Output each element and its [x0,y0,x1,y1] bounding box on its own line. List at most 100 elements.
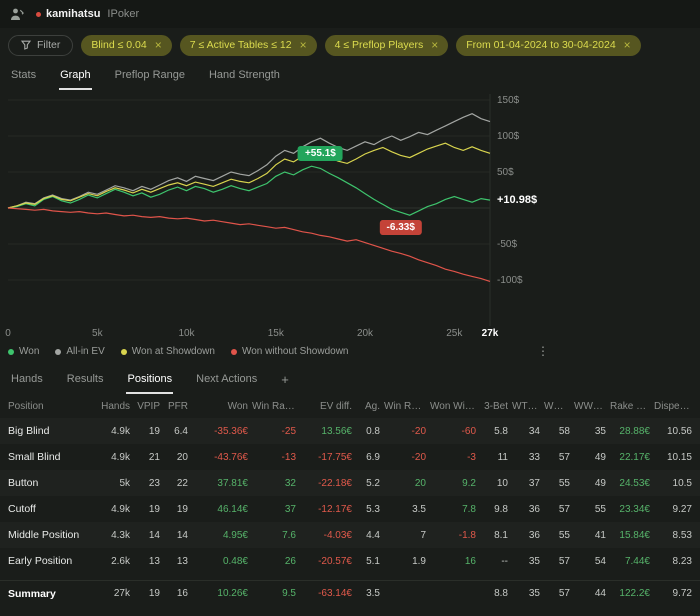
filter-button-label: Filter [37,39,61,51]
position-name: Small Blind [8,451,61,463]
cell: 49 [594,451,606,463]
cell: 122.2€ [619,588,650,599]
column-header-position[interactable]: Position [8,400,44,412]
legend-item-all-in-ev[interactable]: All-in EV [55,346,105,357]
position-name: Cutoff [8,503,36,515]
cell: 6.4 [174,425,188,437]
table-row[interactable]: Cutoff 4.9k 19 19 46.14€ 37 -12.17€ 5.3 3.5 7.8 9.… [0,496,700,522]
tab-hand-strength[interactable]: Hand Strength [208,69,281,90]
column-header-won[interactable]: Won [227,400,248,412]
legend-label: Won without Showdown [241,346,349,357]
remove-filter-icon[interactable]: × [154,38,162,52]
position-name: Summary [8,587,56,600]
legend-label: All-in EV [66,346,105,357]
column-header-ag[interactable]: Ag. [364,400,380,412]
cell: 20 [414,477,426,489]
svg-text:20k: 20k [357,328,374,339]
cell: 13 [148,555,160,567]
cell: 4.9k [111,425,130,437]
cell: 16 [464,555,476,567]
legend-item-won-at-showdown[interactable]: Won at Showdown [120,346,215,357]
column-header-hands[interactable]: Hands [101,400,130,412]
cell: 55 [594,503,606,515]
column-header-wtsd[interactable]: WTSD [512,400,540,412]
cell: 36 [528,503,540,515]
tab-next-actions[interactable]: Next Actions [195,373,258,394]
cell: 16 [176,588,188,599]
table-row[interactable]: Early Position 2.6k 13 13 0.48€ 26 -20.57€ 5.1 1… [0,548,700,574]
tab-stats[interactable]: Stats [10,69,37,90]
cell: 44 [594,588,606,599]
svg-text:25k: 25k [446,328,463,339]
legend-item-won-without-showdown[interactable]: Won without Showdown [230,346,349,357]
remove-filter-icon[interactable]: × [431,38,439,52]
cell: 1.9 [412,555,426,567]
summary-row[interactable]: Summary 27k 19 16 10.26€ 9.5 -63.14€ 3.5 8.8 35 57… [0,580,700,606]
table-row[interactable]: Middle Position 4.3k 14 14 4.95€ 7.6 -4.03€ 4.4… [0,522,700,548]
cell: 13 [176,555,188,567]
chart-menu-icon[interactable]: ⋮ [537,344,549,358]
cell: 23.34€ [619,503,650,515]
chart-legend: Won All-in EV Won at Showdown Won without S… [0,342,700,357]
column-header-won-with[interactable]: Won With... [430,400,476,412]
column-header-win-rate[interactable]: Win Rate, ... [384,400,426,412]
remove-filter-icon[interactable]: × [623,38,631,52]
tab-add[interactable]: + [280,372,290,394]
cell: -13 [281,451,296,463]
column-header-wwsf[interactable]: WWSF% [574,400,606,412]
cell: 36 [528,529,540,541]
results-graph[interactable]: 150$ 100$ 50$ -50$ -100$ 0 5k 10k 15k 20k 25k 27k [0,90,700,342]
cell: -43.76€ [214,451,248,463]
column-header-win-rate[interactable]: Win Rate ... [252,400,296,412]
status-dot [36,11,41,17]
tab-positions[interactable]: Positions [126,373,174,394]
cell: 46.14€ [217,503,248,515]
position-name: Button [8,477,39,489]
filter-chip-label: 4 ≤ Preflop Players [334,39,424,51]
cell: 10.26€ [217,588,248,599]
cell: 3.5 [366,588,380,599]
table-row[interactable]: Big Blind 4.9k 19 6.4 -35.36€ -25 13.56€ 0.8 -20… [0,418,700,444]
graph-panel: 150$ 100$ 50$ -50$ -100$ 0 5k 10k 15k 20k 25k 27k +… [0,90,700,366]
remove-filter-icon[interactable]: × [299,38,307,52]
filter-chip-7-active-tables-12[interactable]: 7 ≤ Active Tables ≤ 12 × [179,34,317,56]
cell: 5k [119,477,130,489]
cell: 0.48€ [222,555,248,567]
tab-preflop-range[interactable]: Preflop Range [114,69,186,90]
tab-graph[interactable]: Graph [59,69,92,90]
filter-chips: Blind ≤ 0.04 × 7 ≤ Active Tables ≤ 12 × 4 ≤ … [81,34,641,56]
funnel-icon [21,40,31,50]
legend-item-won[interactable]: Won [8,346,39,357]
svg-text:5k: 5k [92,328,104,339]
cell: 4.95€ [222,529,248,541]
svg-text:0: 0 [5,328,11,339]
cell: 49 [594,477,606,489]
filter-bar: Filter Blind ≤ 0.04 × 7 ≤ Active Tables ≤ … [0,28,700,62]
cell: 37 [528,477,540,489]
column-header-dispersio[interactable]: Dispersio... [654,400,692,412]
column-header-rake-paid[interactable]: Rake paid [610,400,650,412]
filter-chip-blind-0-04[interactable]: Blind ≤ 0.04 × [81,34,172,56]
cell: 35 [528,555,540,567]
column-header-ev-diff[interactable]: EV diff. [319,400,352,412]
cell: 19 [176,503,188,515]
column-header-3-bet[interactable]: 3-Bet [484,400,508,412]
cell: 8.8 [494,588,508,599]
svg-text:-50$: -50$ [497,239,517,250]
tab-results[interactable]: Results [66,373,105,394]
column-header-pfr[interactable]: PFR [168,400,188,412]
cell: 10.56 [666,425,692,437]
svg-text:15k: 15k [268,328,285,339]
cell: -35.36€ [214,425,248,437]
table-row[interactable]: Button 5k 23 22 37.81€ 32 -22.18€ 5.2 20 9.2 10 37 5… [0,470,700,496]
filter-chip-from-01-04-2024-to-30-04-2024[interactable]: From 01-04-2024 to 30-04-2024 × [456,34,641,56]
table-row[interactable]: Small Blind 4.9k 21 20 -43.76€ -13 -17.75€ 6.9 -… [0,444,700,470]
cell: 14 [148,529,160,541]
filter-chip-4-preflop-players[interactable]: 4 ≤ Preflop Players × [324,34,449,56]
cell: 7.44€ [624,555,650,567]
column-header-vpip[interactable]: VPIP [137,400,160,412]
filter-button[interactable]: Filter [8,34,74,56]
player-icon[interactable] [10,7,24,21]
tab-hands[interactable]: Hands [10,373,44,394]
column-header-w-sd[interactable]: W%SD [544,400,570,412]
